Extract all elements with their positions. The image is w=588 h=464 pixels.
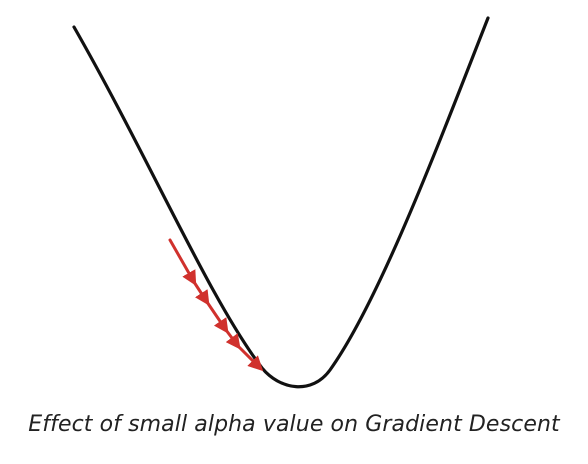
gradient-descent-diagram xyxy=(0,0,588,400)
descent-step xyxy=(194,282,207,302)
loss-curve xyxy=(74,18,488,387)
figure-caption: Effect of small alpha value on Gradient … xyxy=(0,412,588,437)
